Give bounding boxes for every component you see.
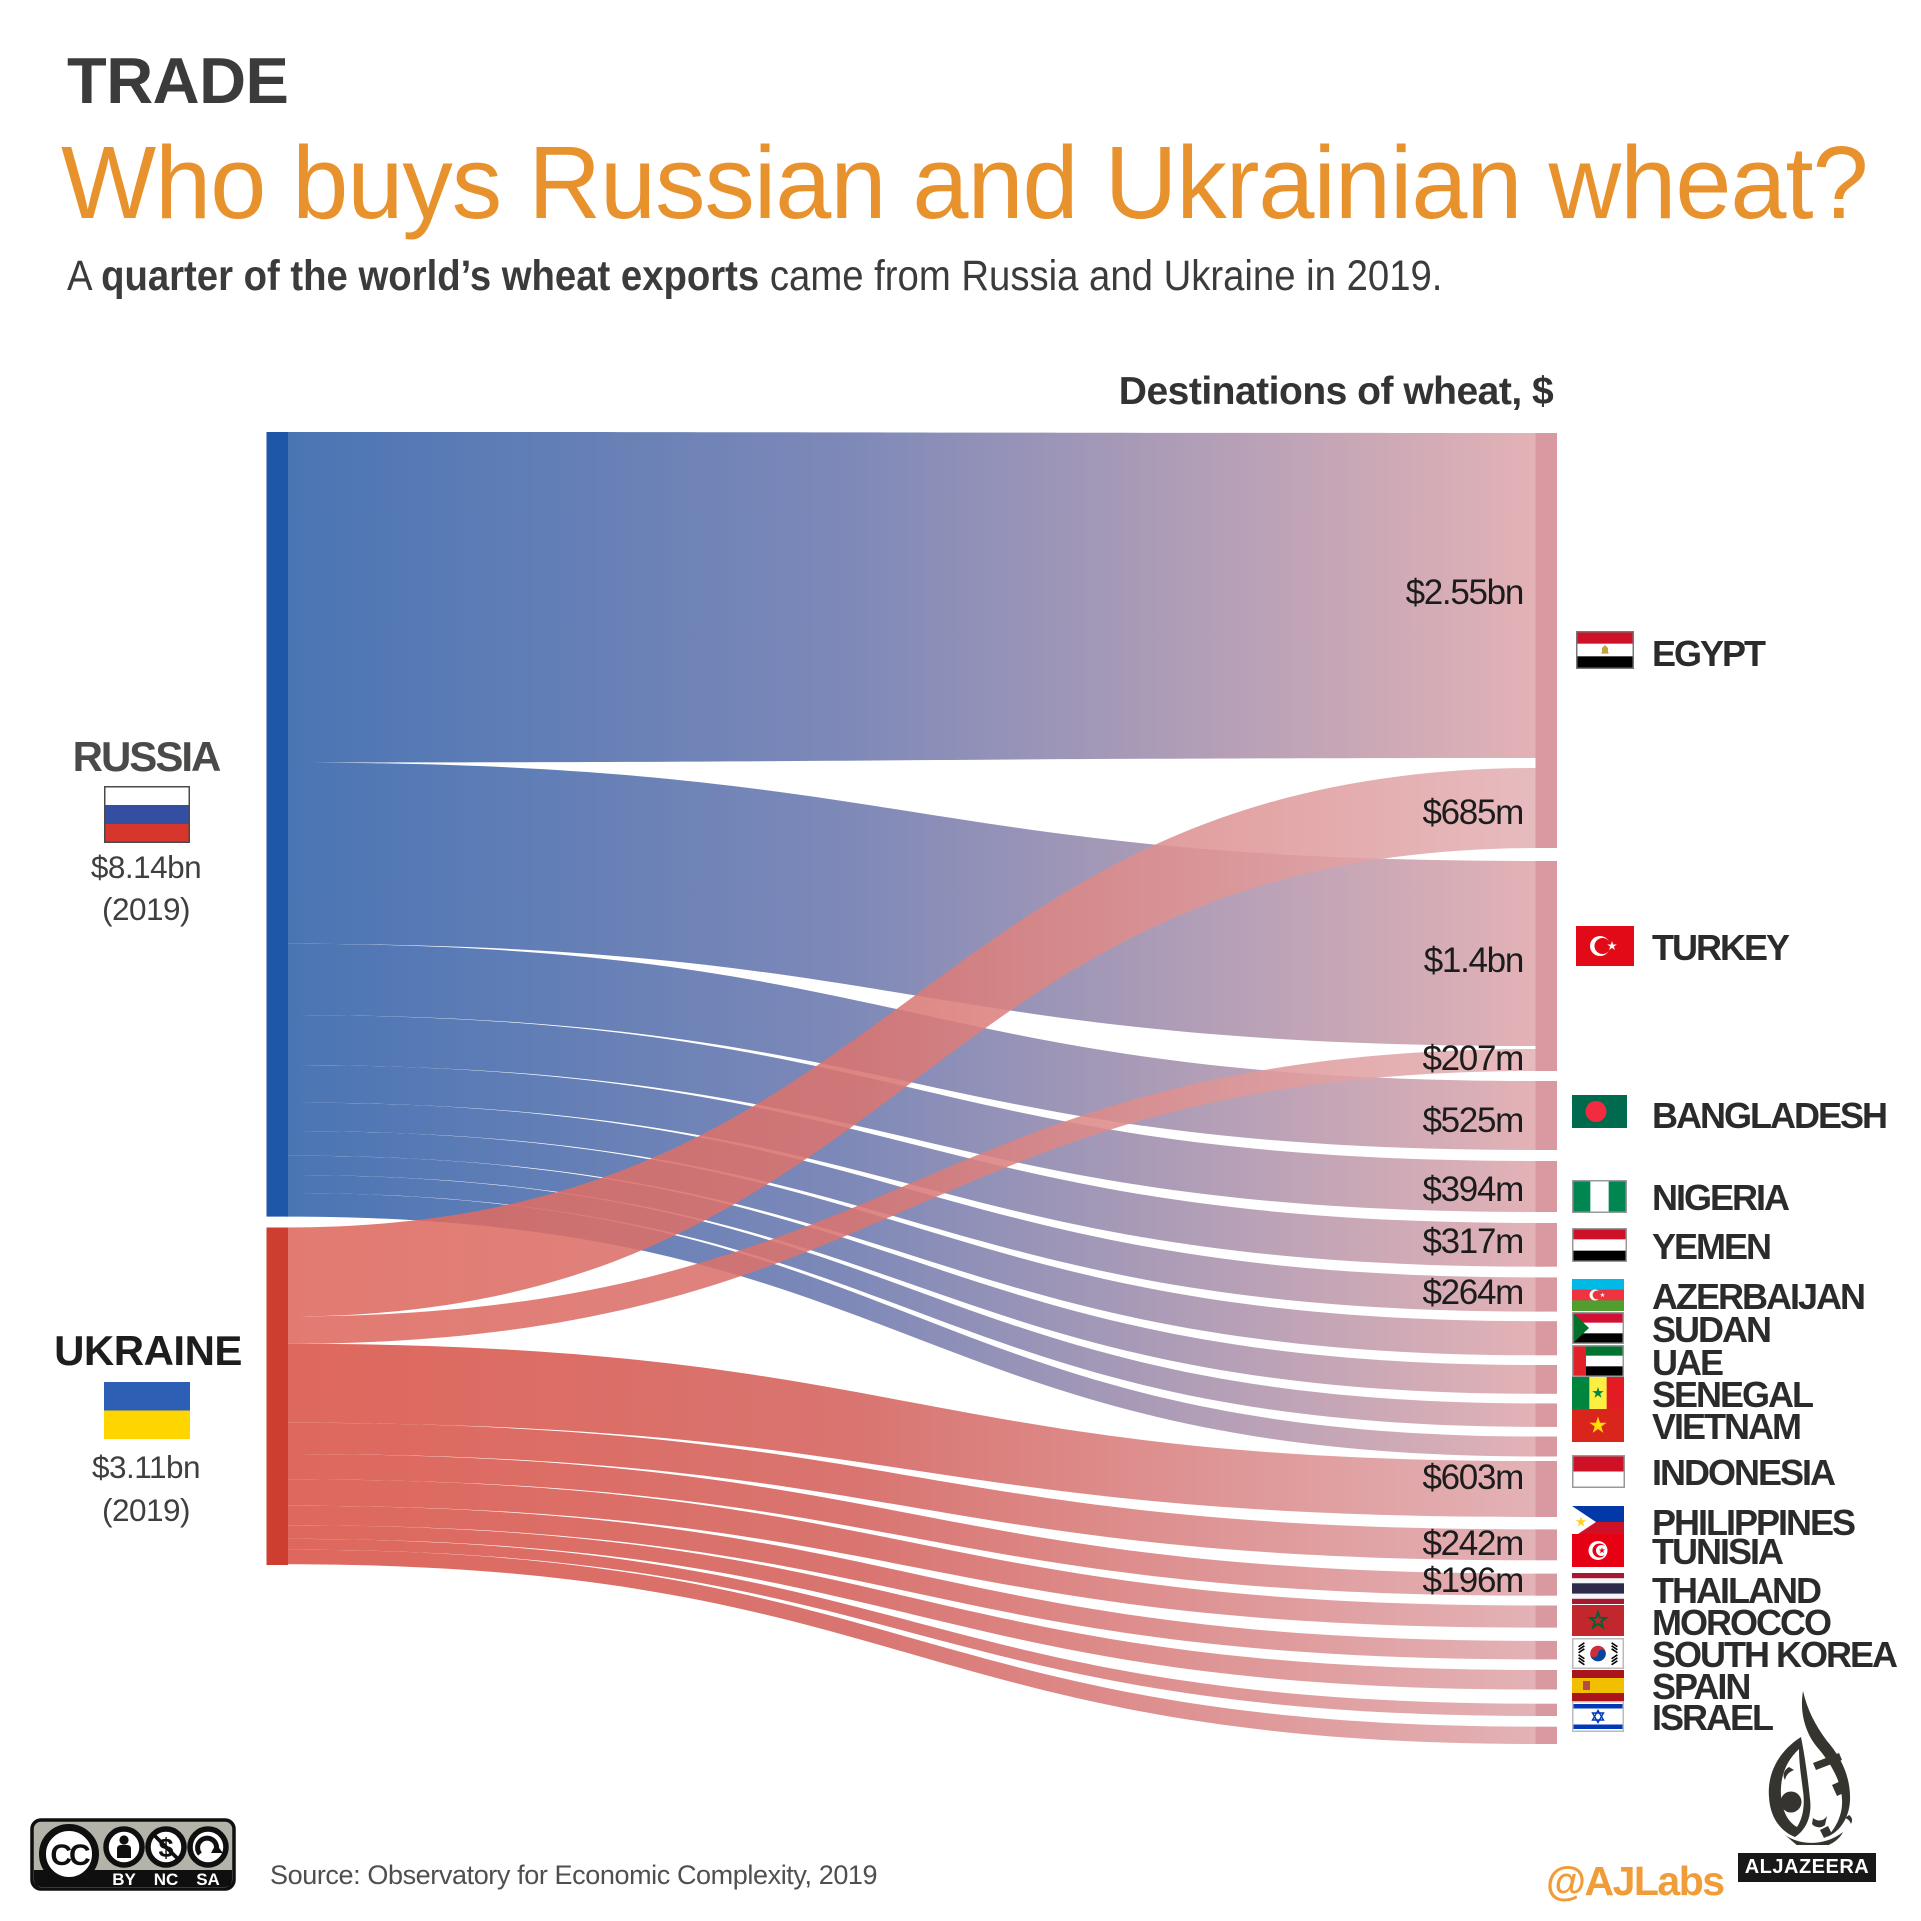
svg-text:CC: CC	[50, 1839, 90, 1872]
svg-text:SA: SA	[196, 1870, 220, 1889]
svg-text:NC: NC	[154, 1870, 179, 1889]
svg-text:BY: BY	[112, 1870, 136, 1889]
